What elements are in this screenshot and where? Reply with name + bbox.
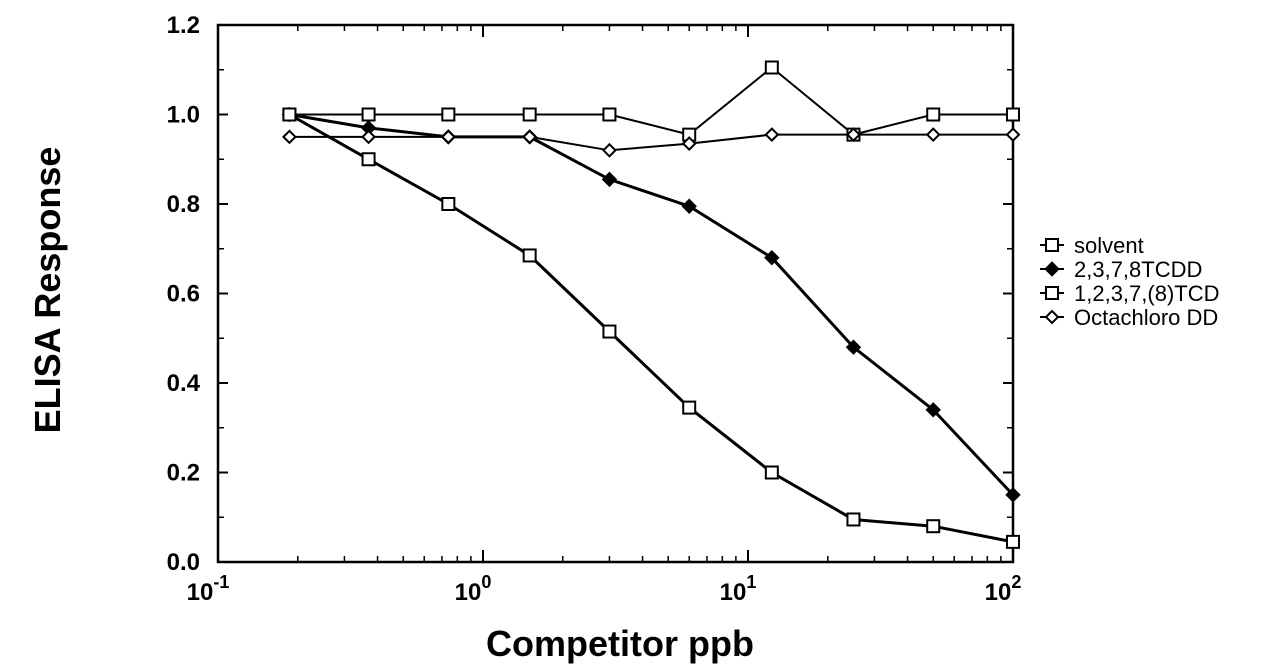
- data-point: [361, 107, 376, 122]
- legend-label: Octachloro DD: [1074, 305, 1218, 330]
- data-point: [1006, 534, 1020, 549]
- y-tick-label: 0.6: [167, 281, 200, 308]
- data-point: [1005, 127, 1021, 143]
- series-line: [288, 113, 1014, 544]
- data-point: [926, 519, 941, 534]
- data-point: [602, 107, 617, 122]
- x-tick-label: 102: [985, 572, 1022, 606]
- data-point: [282, 107, 297, 122]
- data-point: [681, 136, 697, 152]
- data-point: [441, 107, 456, 122]
- data-point: [522, 107, 537, 122]
- data-point: [602, 324, 617, 339]
- x-tick-label: 101: [720, 572, 757, 606]
- y-tick-label: 1.0: [167, 102, 200, 129]
- plot-frame: [216, 23, 1015, 564]
- y-tick-label: 0.8: [167, 191, 200, 218]
- series-line: [289, 66, 1013, 136]
- y-tick-label: 0.4: [167, 370, 201, 397]
- data-point: [602, 142, 617, 158]
- plot-area: 0.0 0.2 0.4 0.6 0.8 1.0 1.2 10-1 100 101 102 solven…: [167, 12, 1220, 606]
- y-axis-title: ELISA Response: [27, 147, 68, 434]
- series-line: [289, 133, 1013, 152]
- data-point: [441, 197, 456, 211]
- data-point: [522, 129, 538, 145]
- legend-marker: [1045, 238, 1059, 252]
- y-tick-label: 0.2: [167, 460, 200, 487]
- data-point: [682, 400, 697, 415]
- legend-marker: [1044, 261, 1060, 277]
- x-tick-label: 100: [455, 572, 492, 606]
- data-point: [1006, 107, 1020, 122]
- data-point: [764, 60, 779, 75]
- data-point: [925, 402, 941, 418]
- data-point: [764, 249, 780, 266]
- legend-marker: [1044, 309, 1060, 325]
- legend-label: solvent: [1074, 233, 1144, 258]
- data-point: [1005, 487, 1021, 503]
- data-point: [926, 107, 941, 122]
- legend-label: 2,3,7,8TCDD: [1074, 257, 1202, 282]
- y-tick-label: 0.0: [167, 549, 200, 576]
- x-tick-label: 10-1: [187, 572, 230, 606]
- data-point: [681, 198, 697, 214]
- data-point: [925, 127, 941, 143]
- data-point: [601, 171, 618, 188]
- data-point: [522, 248, 537, 263]
- series-line: [289, 113, 1015, 496]
- data-point: [361, 129, 376, 145]
- data-point: [845, 339, 862, 355]
- legend-marker: [1045, 286, 1059, 300]
- data-point: [282, 129, 297, 145]
- data-point: [440, 129, 456, 145]
- data-point: [764, 465, 779, 480]
- data-point: [846, 512, 861, 527]
- data-point: [846, 127, 861, 143]
- data-point: [764, 127, 780, 143]
- y-tick-label: 1.2: [167, 12, 200, 39]
- data-point: [361, 152, 376, 167]
- legend-label: 1,2,3,7,(8)TCD: [1074, 281, 1220, 306]
- x-axis-title: Competitor ppb: [486, 623, 754, 664]
